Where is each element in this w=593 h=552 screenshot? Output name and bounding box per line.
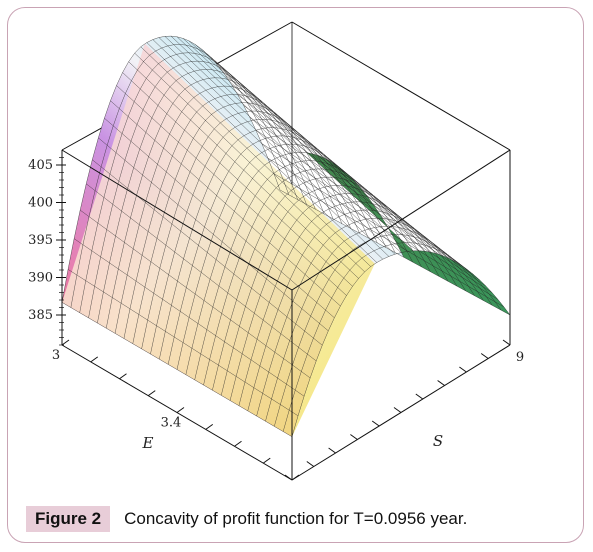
figure-caption: Figure 2 Concavity of profit function fo…	[26, 505, 467, 533]
mesh-line	[122, 72, 353, 287]
e-tick	[262, 457, 271, 464]
mesh-line	[86, 183, 317, 362]
mesh-line	[249, 117, 480, 281]
z-tick-label: 405	[28, 158, 53, 173]
mesh-line	[152, 39, 384, 260]
z-tick-label: 385	[28, 308, 53, 323]
mesh-line	[73, 238, 305, 397]
s-tick	[393, 407, 402, 413]
mesh-line	[279, 189, 511, 316]
mesh-line	[98, 137, 329, 332]
e-tick	[90, 356, 99, 363]
mesh-line	[140, 46, 371, 267]
mesh-line	[146, 42, 377, 263]
z-tick-label: 400	[28, 196, 53, 211]
s-tick	[371, 420, 380, 427]
profit-surface	[61, 35, 511, 437]
e-tick	[234, 440, 242, 447]
s-tick	[502, 339, 511, 346]
e-tick	[176, 407, 185, 413]
mesh-line	[188, 40, 420, 251]
mesh-line	[104, 118, 335, 318]
mesh-line	[80, 209, 311, 379]
s-tick-label: 9	[516, 350, 524, 365]
mesh-line	[116, 85, 347, 296]
e-tick	[61, 339, 70, 346]
mesh-line	[176, 36, 408, 252]
mesh-line	[182, 38, 414, 252]
mesh-line	[67, 269, 299, 417]
mesh-line	[110, 100, 341, 307]
surface-front-face	[62, 43, 375, 437]
s-tick	[459, 366, 467, 373]
s-tick	[284, 474, 293, 481]
mesh-line	[164, 36, 396, 255]
mesh-line	[128, 61, 359, 279]
e-tick	[291, 474, 300, 481]
mesh-line	[243, 105, 474, 275]
e-axis-title: E	[142, 434, 154, 452]
mesh-line	[237, 94, 468, 271]
z-tick-label: 390	[28, 271, 53, 286]
mesh-line	[195, 44, 426, 252]
e-tick-label: 3	[52, 348, 60, 363]
box-edge	[61, 149, 293, 291]
mesh-line	[231, 84, 462, 266]
mesh-line	[273, 173, 505, 308]
mesh-line	[255, 129, 486, 287]
s-tick	[415, 393, 424, 400]
e-tick	[205, 423, 214, 430]
figure-caption-text: Concavity of profit function for T=0.095…	[124, 509, 468, 528]
s-axis-title: S	[433, 432, 443, 450]
mesh-line	[134, 52, 365, 273]
s-tick	[328, 447, 336, 454]
s-tick	[306, 461, 315, 467]
surface-green-slope	[306, 152, 510, 315]
z-tick-label: 395	[28, 233, 53, 248]
s-tick	[437, 380, 445, 386]
s-tick	[480, 353, 489, 359]
mesh-line	[158, 37, 390, 257]
box-edge	[291, 149, 511, 291]
box-edge	[291, 21, 511, 151]
s-tick	[350, 434, 358, 440]
e-tick	[147, 390, 156, 397]
mesh-line	[92, 159, 323, 346]
e-tick-label: 3.4	[161, 416, 182, 431]
mesh-line	[61, 302, 293, 437]
axes: 405 400 395 390 385 3 3.4 E 9 S	[28, 157, 524, 481]
figure-label: Figure 2	[26, 506, 111, 532]
e-tick	[119, 373, 127, 380]
mesh-line	[261, 143, 492, 293]
mesh-line	[267, 157, 499, 300]
